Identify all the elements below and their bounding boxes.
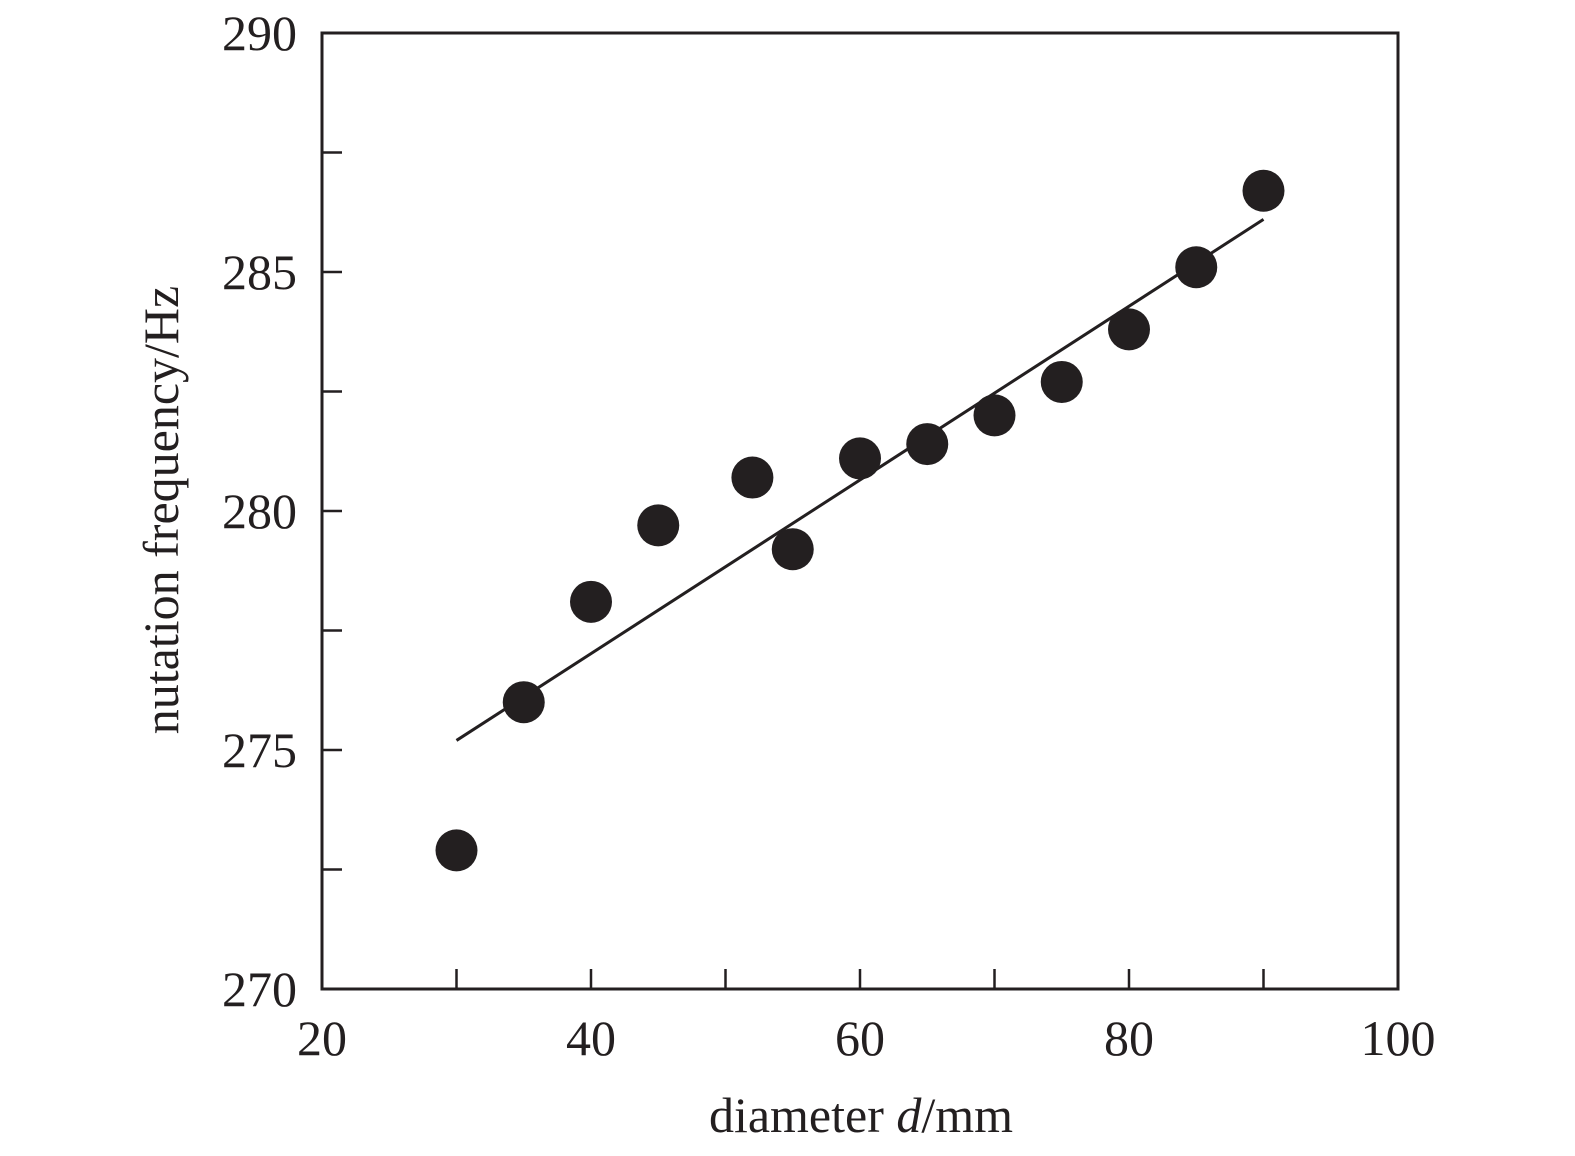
data-point [839,437,881,480]
x-axis-label: diameter d/mm [709,1087,1013,1143]
x-tick-label: 20 [297,1010,347,1066]
y-axis-label: nutation frequency/Hz [133,286,189,734]
data-point [502,681,545,724]
data-point [637,504,680,547]
y-tick-label: 270 [222,961,297,1017]
data-points [435,169,1285,872]
y-tick-label: 290 [222,5,297,61]
tick-marks [320,31,1400,991]
data-point [435,829,478,872]
data-point [906,423,949,466]
x-axis-label-variable: d [896,1087,922,1143]
plot-frame [320,31,1400,991]
data-point [570,580,612,623]
data-point [731,456,774,499]
data-point [1108,308,1150,351]
x-axis-label-unit: /mm [921,1087,1013,1143]
tick-labels: 20 40 60 80 100 270 275 280 285 290 [222,5,1436,1066]
x-axis-label-prefix: diameter [709,1087,896,1143]
data-point [973,394,1016,437]
data-point [771,528,814,571]
data-point [1040,360,1083,403]
x-tick-label: 40 [566,1010,616,1066]
x-tick-label: 80 [1104,1010,1154,1066]
x-tick-label: 100 [1361,1010,1436,1066]
data-point [1242,169,1285,212]
data-point [1175,246,1218,289]
x-tick-label: 60 [835,1010,885,1066]
y-tick-label: 275 [222,722,297,778]
y-tick-label: 285 [222,244,297,300]
trend-line [455,218,1265,742]
y-tick-label: 280 [222,483,297,539]
